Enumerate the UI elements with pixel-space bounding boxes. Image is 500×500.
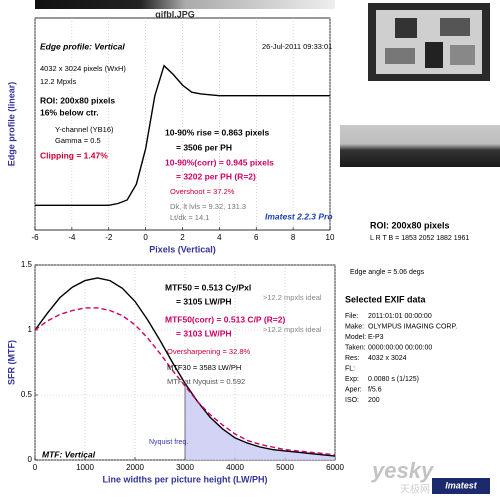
annotation: Imatest 2.2.3 Pro bbox=[265, 211, 333, 221]
x-tick-label: -4 bbox=[68, 233, 76, 242]
annotation: >12.2 mpxls ideal bbox=[263, 293, 322, 302]
x-tick-label: -6 bbox=[31, 233, 39, 242]
exif-value: 2011:01:01 00:00:00 bbox=[368, 313, 432, 320]
logo-text: Imatest bbox=[445, 480, 478, 490]
x-axis-label: Pixels (Vertical) bbox=[149, 244, 216, 254]
edge-angle: Edge angle = 5.06 degs bbox=[350, 269, 425, 276]
exif-title: Selected EXIF data bbox=[345, 294, 427, 304]
exif-value: 200 bbox=[368, 397, 380, 404]
x-tick-label: 10 bbox=[326, 233, 335, 242]
exif-value: OLYMPUS IMAGING CORP. bbox=[368, 323, 457, 330]
y-axis-label: Edge profile (linear) bbox=[6, 82, 16, 167]
x-tick-label: 0 bbox=[33, 463, 38, 472]
watermark-brand: yesky bbox=[371, 458, 435, 483]
annotation: 16% below ctr. bbox=[40, 107, 99, 117]
annotation: MTF: Vertical bbox=[42, 449, 96, 459]
annotation: >12.2 mpxls ideal bbox=[263, 325, 322, 334]
annotation: 12.2 Mpxls bbox=[40, 77, 77, 86]
nyquist-label: Nyquist freq. bbox=[149, 439, 188, 446]
exif-value: f/5.6 bbox=[368, 386, 382, 393]
annotation: 26-Jul-2011 09:33:01 bbox=[262, 42, 332, 51]
exif-key: Res: bbox=[345, 355, 359, 362]
y-axis-label: SFR (MTF) bbox=[6, 340, 16, 385]
annotation: = 3105 LW/PH bbox=[176, 296, 232, 306]
annotation: Y-channel (YB16) bbox=[55, 125, 114, 134]
roi-coords: L R T B = 1853 2052 1882 1961 bbox=[370, 235, 469, 242]
exif-key: File: bbox=[345, 313, 358, 320]
annotation: = 3202 per PH (R=2) bbox=[176, 171, 256, 181]
y-tick-label: 0.5 bbox=[21, 390, 33, 399]
series-line bbox=[34, 307, 336, 456]
x-tick-label: 1000 bbox=[76, 463, 94, 472]
series-line bbox=[35, 64, 330, 206]
annotation: MTF30 = 3583 LW/PH bbox=[167, 363, 241, 372]
annotation: ROI: 200x80 pixels bbox=[40, 95, 115, 105]
x-tick-label: 6 bbox=[254, 233, 259, 242]
x-tick-label: 5000 bbox=[276, 463, 294, 472]
exif-key: Make: bbox=[345, 323, 364, 330]
y-tick-label: 0 bbox=[28, 455, 33, 464]
annotation: Oversharpening = 32.8% bbox=[167, 347, 251, 356]
exif-key: ISO: bbox=[345, 397, 359, 404]
exif-key: Taken: bbox=[345, 344, 366, 351]
exif-value: 0.0080 s (1/125) bbox=[368, 376, 419, 383]
roi-label: ROI: 200x80 pixels bbox=[370, 220, 450, 230]
x-tick-label: 6000 bbox=[326, 463, 344, 472]
annotation: = 3103 LW/PH bbox=[176, 328, 232, 338]
y-tick-label: 1.5 bbox=[21, 260, 33, 269]
annotation: Lt/dk = 14.1 bbox=[170, 213, 209, 222]
annotation: Gamma = 0.5 bbox=[55, 136, 101, 145]
exif-value: 0000:00:00 00:00:00 bbox=[368, 344, 432, 351]
file-title: gjfbl.JPG bbox=[155, 9, 195, 19]
x-tick-label: 8 bbox=[291, 233, 296, 242]
nyquist-area bbox=[185, 383, 335, 460]
series-line bbox=[34, 277, 336, 457]
annotation: Clipping = 1.47% bbox=[40, 150, 108, 160]
x-tick-label: 2000 bbox=[126, 463, 144, 472]
logo-box bbox=[432, 478, 490, 494]
exif-value: 4032 x 3024 bbox=[368, 355, 407, 362]
x-tick-label: 4000 bbox=[226, 463, 244, 472]
thumbnail bbox=[368, 3, 490, 81]
annotation: Edge profile: Vertical bbox=[40, 41, 125, 51]
exif-key: Model: bbox=[345, 334, 366, 341]
x-tick-label: -2 bbox=[105, 233, 113, 242]
x-tick-label: 3000 bbox=[176, 463, 194, 472]
exif-key: Aper: bbox=[345, 386, 362, 393]
annotation: 10-90% rise = 0.863 pixels bbox=[165, 127, 269, 137]
annotation: 4032 x 3024 pixels (WxH) bbox=[40, 64, 126, 73]
annotation: MTF at Nyquist = 0.592 bbox=[167, 377, 245, 386]
annotation: 10-90%(corr) = 0.945 pixels bbox=[165, 157, 274, 167]
annotation: = 3506 per PH bbox=[176, 142, 232, 152]
roi-image bbox=[340, 125, 500, 167]
exif-key: FL: bbox=[345, 365, 355, 372]
annotation: MTF50(corr) = 0.513 C/P (R=2) bbox=[165, 314, 285, 324]
annotation: Dk, lt lvls = 9.32, 131.3 bbox=[170, 202, 246, 211]
annotation: Overshoot = 37.2% bbox=[170, 187, 235, 196]
x-axis-label: Line widths per picture height (LW/PH) bbox=[102, 474, 267, 484]
x-tick-label: 2 bbox=[180, 233, 185, 242]
watermark-sub: 天极网 bbox=[400, 483, 430, 496]
y-tick-label: 1 bbox=[28, 325, 33, 334]
annotation: MTF50 = 0.513 Cy/Pxl bbox=[165, 282, 251, 292]
exif-value: E-P3 bbox=[368, 334, 384, 341]
x-tick-label: 4 bbox=[217, 233, 222, 242]
exif-key: Exp: bbox=[345, 376, 359, 383]
x-tick-label: 0 bbox=[143, 233, 148, 242]
gray-strip bbox=[35, 0, 335, 9]
